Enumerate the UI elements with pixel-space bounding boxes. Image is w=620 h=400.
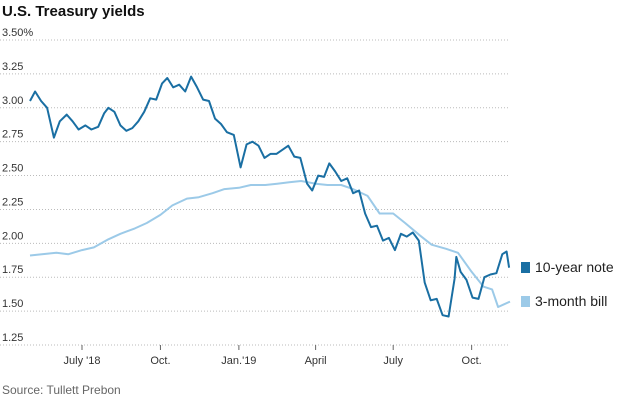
legend-label: 10-year note (535, 259, 614, 275)
series-line-10-year-note (29, 75, 511, 318)
legend-swatch (521, 262, 530, 273)
y-tick-label: 3.00 (2, 95, 23, 107)
y-tick-label: 2.50 (2, 163, 23, 175)
x-tick-label: Oct. (150, 355, 170, 367)
x-axis-ticks: July '18 Oct. Jan.'19 April July Oct. (64, 345, 482, 367)
y-tick-label: 2.25 (2, 196, 23, 208)
source-note: Source: Tullett Prebon (2, 383, 121, 397)
x-tick-label: July '18 (64, 355, 101, 367)
y-tick-label: 1.25 (2, 332, 23, 344)
legend: 10-year note 3-month bill (521, 259, 614, 309)
chart-title: U.S. Treasury yields (2, 3, 145, 20)
y-tick-label: 1.50 (2, 298, 23, 310)
x-tick-label: Jan.'19 (221, 355, 256, 367)
y-tick-label: 2.75 (2, 129, 23, 141)
series-line-3-month-bill (29, 180, 511, 308)
y-tick-label: 3.50% (2, 27, 33, 39)
y-tick-label: 1.75 (2, 264, 23, 276)
y-tick-label: 3.25 (2, 61, 23, 73)
legend-label: 3-month bill (535, 293, 607, 309)
y-axis-ticks: 3.50% 3.25 3.00 2.75 2.50 2.25 2.00 1.75 1.50 1.2… (2, 27, 33, 344)
gridlines (0, 39, 510, 346)
x-tick-label: Oct. (462, 355, 482, 367)
x-tick-label: April (305, 355, 327, 367)
y-tick-label: 2.00 (2, 230, 23, 242)
series-lines (29, 75, 511, 318)
x-tick-label: July (383, 355, 403, 367)
legend-swatch (521, 296, 530, 307)
